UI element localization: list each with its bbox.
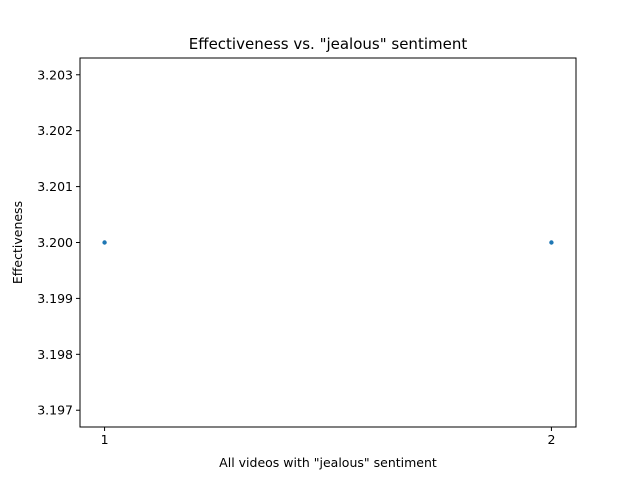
y-tick-label: 3.201 bbox=[37, 179, 73, 194]
y-tick-label: 3.197 bbox=[37, 403, 73, 418]
y-tick-label: 3.203 bbox=[37, 67, 73, 82]
y-tick-label: 3.200 bbox=[37, 235, 73, 250]
x-tick-label: 2 bbox=[547, 432, 555, 447]
plot-area-frame bbox=[79, 57, 577, 428]
x-tick-label: 1 bbox=[101, 432, 109, 447]
y-axis-label: Effectiveness bbox=[10, 201, 25, 284]
y-axis-ticks: 3.197 3.198 3.199 3.200 3.201 3.202 3.203 bbox=[37, 67, 80, 418]
chart-title: Effectiveness vs. "jealous" sentiment bbox=[189, 35, 468, 53]
y-tick-label: 3.199 bbox=[37, 291, 73, 306]
y-tick-label: 3.202 bbox=[37, 123, 73, 138]
data-points bbox=[102, 240, 554, 245]
x-axis-label: All videos with "jealous" sentiment bbox=[219, 455, 437, 470]
data-point bbox=[549, 240, 554, 245]
data-point bbox=[102, 240, 107, 245]
y-tick-label: 3.198 bbox=[37, 347, 73, 362]
